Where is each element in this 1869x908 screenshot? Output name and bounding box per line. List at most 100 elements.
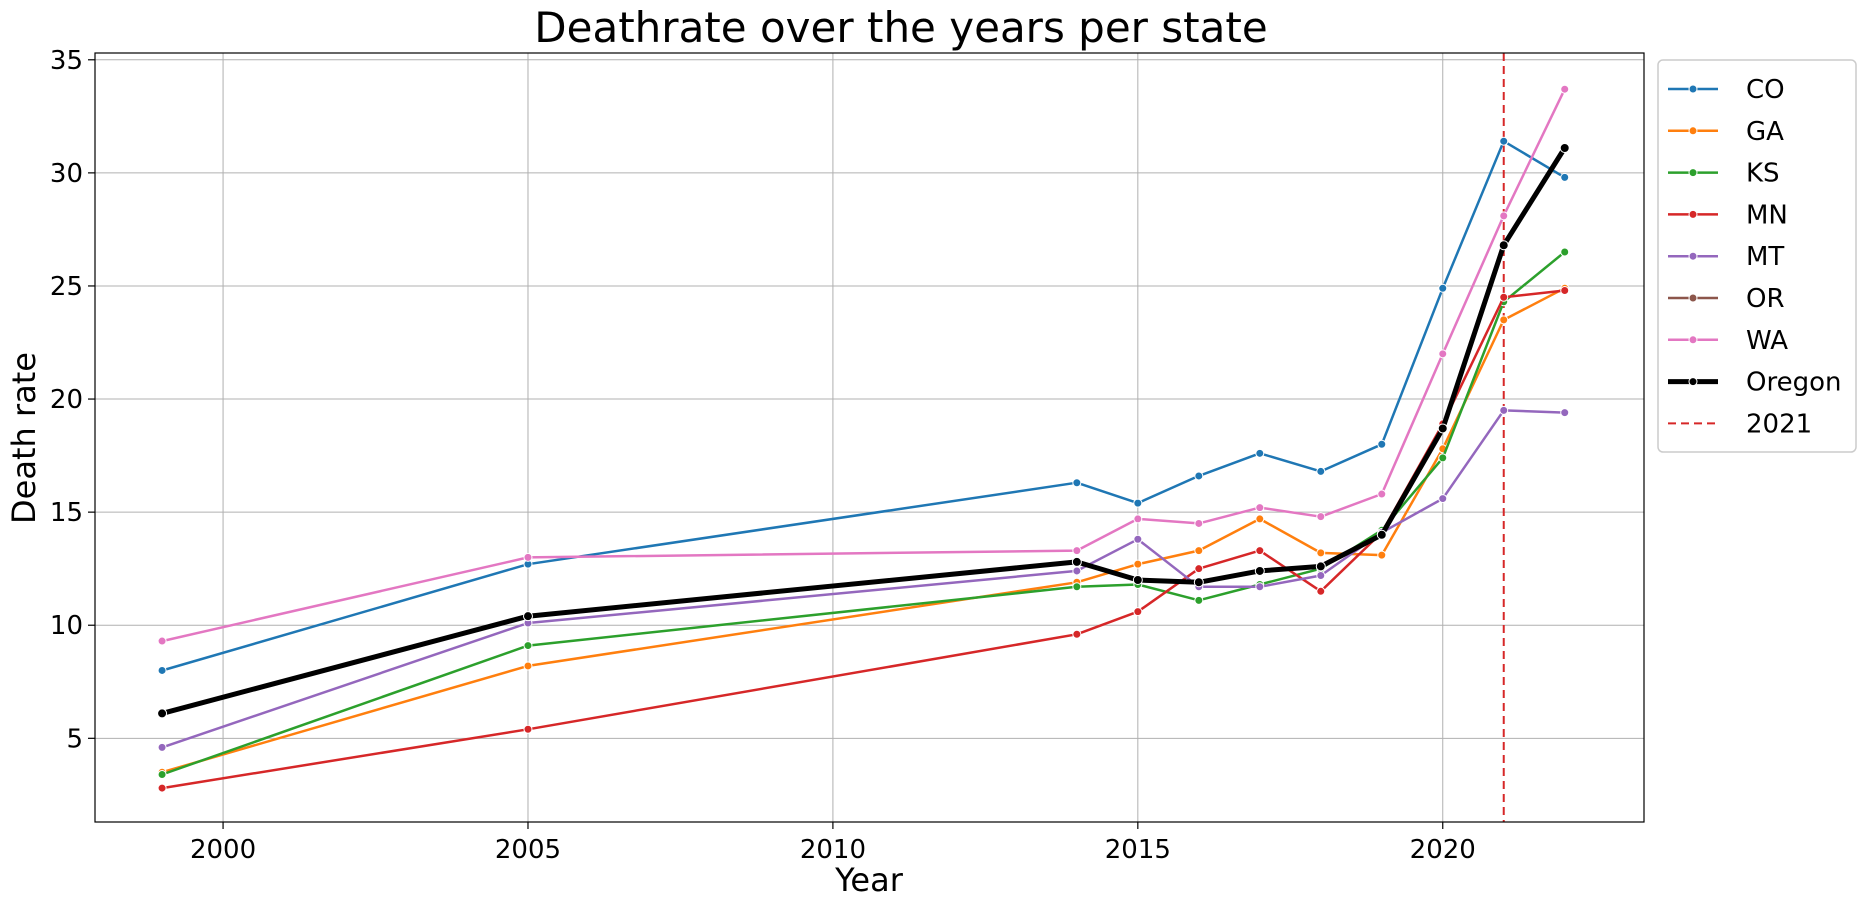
x-tick-label: 2015 xyxy=(1105,835,1171,865)
point-mt-2021 xyxy=(1499,405,1509,415)
point-co-2020 xyxy=(1438,283,1448,293)
series-or xyxy=(157,143,1570,718)
point-ks-2020 xyxy=(1438,453,1448,463)
series-line-mn xyxy=(161,289,1565,790)
legend-marker-mn xyxy=(1688,209,1698,219)
point-wa-1999 xyxy=(157,636,167,646)
y-axis-label: Death rate xyxy=(5,352,43,524)
point-mn-2017 xyxy=(1255,546,1265,556)
series-line-or xyxy=(161,147,1566,715)
legend-item-co: CO xyxy=(1668,75,1785,105)
legend-item-ga: GA xyxy=(1668,117,1784,147)
legend-item-or: OR xyxy=(1668,284,1785,314)
legend-frame xyxy=(1657,59,1857,453)
series-mn xyxy=(157,285,1570,793)
point-wa-2022 xyxy=(1560,84,1570,94)
point-mn-2018 xyxy=(1316,586,1326,596)
legend-marker-or xyxy=(1688,293,1698,303)
point-ga-2016 xyxy=(1194,546,1204,556)
point-co-2019 xyxy=(1377,439,1387,449)
point-co-2021 xyxy=(1499,136,1509,146)
legend-marker-mt xyxy=(1688,251,1698,261)
point-mn-2022 xyxy=(1560,285,1570,295)
point-ga-2005 xyxy=(523,661,533,671)
point-oregon-2021 xyxy=(1498,240,1509,251)
point-ks-1999 xyxy=(157,770,167,780)
legend-item-mn: MN xyxy=(1668,200,1788,230)
y-tick-label: 25 xyxy=(50,272,83,302)
point-oregon-2014 xyxy=(1071,556,1082,567)
point-mn-2016 xyxy=(1194,564,1204,574)
point-ks-2005 xyxy=(523,641,533,651)
x-tick-label: 2005 xyxy=(495,835,561,865)
point-mt-2015 xyxy=(1133,534,1143,544)
legend-item-oregon: Oregon xyxy=(1668,368,1841,398)
point-ks-2016 xyxy=(1194,595,1204,605)
y-axis: 5 10 15 20 25 30 35 xyxy=(50,46,95,754)
legend-label-oregon: Oregon xyxy=(1746,368,1841,398)
point-oregon-2020 xyxy=(1437,423,1448,434)
series-layer xyxy=(157,84,1570,793)
y-tick-label: 20 xyxy=(50,385,83,415)
point-mn-2005 xyxy=(523,724,533,734)
legend-marker-wa xyxy=(1688,335,1698,345)
point-co-2017 xyxy=(1255,448,1265,458)
x-tick-label: 2000 xyxy=(190,835,256,865)
legend-marker-ga xyxy=(1688,126,1698,136)
legend-marker-co xyxy=(1688,84,1698,94)
legend-label-or: OR xyxy=(1746,284,1785,314)
point-wa-2017 xyxy=(1255,503,1265,513)
legend-item-ks: KS xyxy=(1668,159,1780,189)
legend-item-2021: 2021 xyxy=(1668,409,1812,439)
legend-marker-oregon xyxy=(1688,377,1698,387)
point-oregon-2019 xyxy=(1376,529,1387,540)
series-oregon xyxy=(157,142,1570,719)
point-oregon-2017 xyxy=(1254,565,1265,576)
point-oregon-2016 xyxy=(1193,577,1204,588)
legend-item-mt: MT xyxy=(1668,242,1784,272)
chart-title: Deathrate over the years per state xyxy=(534,3,1267,52)
point-wa-2021 xyxy=(1499,211,1509,221)
point-mn-2015 xyxy=(1133,607,1143,617)
point-mt-2017 xyxy=(1255,582,1265,592)
legend-label-co: CO xyxy=(1746,75,1785,105)
point-mt-2020 xyxy=(1438,494,1448,504)
series-co xyxy=(157,136,1570,675)
point-mt-2014 xyxy=(1072,566,1082,576)
point-co-2022 xyxy=(1560,172,1570,182)
point-mt-2018 xyxy=(1316,570,1326,580)
point-oregon-2018 xyxy=(1315,561,1326,572)
point-co-2015 xyxy=(1133,498,1143,508)
point-wa-2015 xyxy=(1133,514,1143,524)
y-tick-label: 10 xyxy=(50,611,83,641)
grid xyxy=(95,53,1644,822)
legend-label-ks: KS xyxy=(1746,159,1780,189)
point-ga-2019 xyxy=(1377,550,1387,560)
series-line-oregon xyxy=(161,146,1567,716)
legend-item-wa: WA xyxy=(1668,326,1788,356)
point-ks-2014 xyxy=(1072,582,1082,592)
point-co-2016 xyxy=(1194,471,1204,481)
y-tick-label: 15 xyxy=(50,498,83,528)
point-mt-2022 xyxy=(1560,408,1570,418)
legend-label-mn: MN xyxy=(1746,200,1788,230)
point-mn-1999 xyxy=(157,783,167,793)
point-oregon-2022 xyxy=(1559,142,1570,153)
x-tick-label: 2010 xyxy=(800,835,866,865)
point-mt-1999 xyxy=(157,742,167,752)
legend: CO GA KS MN MT OR WA Oregon 2021 xyxy=(1657,59,1857,453)
point-oregon-1999 xyxy=(157,708,168,719)
x-axis-label: Year xyxy=(834,861,904,899)
point-wa-2019 xyxy=(1377,489,1387,499)
point-ga-2021 xyxy=(1499,315,1509,325)
y-tick-label: 30 xyxy=(50,159,83,189)
point-co-1999 xyxy=(157,665,167,675)
series-mt xyxy=(157,405,1570,752)
point-ga-2017 xyxy=(1255,514,1265,524)
legend-label-mt: MT xyxy=(1746,242,1784,272)
legend-label-ga: GA xyxy=(1746,117,1784,147)
point-wa-2018 xyxy=(1316,512,1326,522)
x-axis: 2000 2005 2010 2015 2020 xyxy=(190,822,1476,865)
point-ga-2018 xyxy=(1316,548,1326,558)
